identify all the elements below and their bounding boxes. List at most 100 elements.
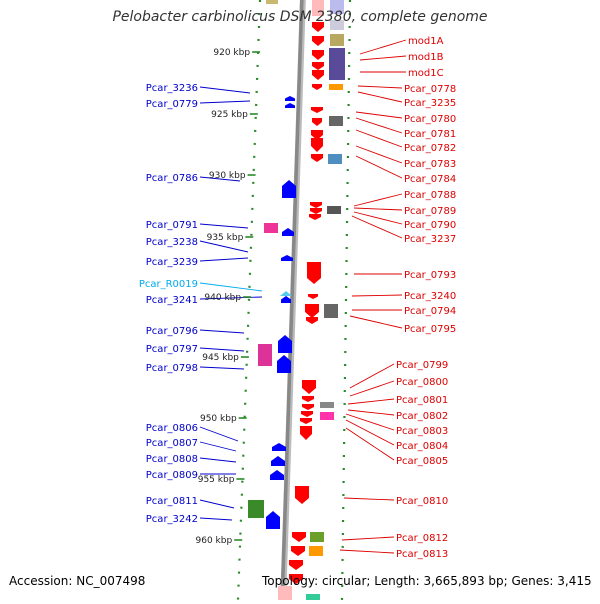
left-gene-label[interactable]: Pcar_3238 [146, 237, 198, 248]
left-gene-label[interactable]: Pcar_0791 [146, 220, 198, 231]
right-gene-label[interactable]: Pcar_0795 [404, 324, 456, 335]
right-gene-label[interactable]: Pcar_0799 [396, 360, 448, 371]
right-gene-label[interactable]: Pcar_0781 [404, 129, 456, 140]
left-gene-label[interactable]: Pcar_0796 [146, 326, 198, 337]
right-label-leader [351, 294, 403, 297]
right-label-leader [353, 193, 403, 207]
left-gene-label[interactable]: Pcar_3241 [146, 295, 198, 306]
forward-gene-arrow [271, 456, 285, 466]
right-label-leader [343, 497, 395, 501]
right-gene-label[interactable]: Pcar_0790 [404, 220, 456, 231]
reverse-gene-arrow [310, 208, 322, 214]
left-gene-label[interactable]: Pcar_0807 [146, 438, 198, 449]
left-label-leader [199, 366, 245, 370]
reverse-gene-arrow [307, 262, 321, 284]
scale-label: 960 kbp [196, 536, 233, 546]
right-gene-label[interactable]: Pcar_0813 [396, 549, 448, 560]
right-gene-label[interactable]: Pcar_3240 [404, 291, 456, 302]
right-gene-label[interactable]: mod1B [408, 52, 444, 63]
forward-gene-arrow [282, 180, 296, 198]
right-label-leader [357, 91, 403, 103]
right-label-leader [347, 398, 395, 405]
reverse-gene-arrow [292, 532, 306, 542]
forward-gene-arrow [272, 443, 286, 451]
right-label-leader [359, 55, 407, 61]
reverse-gene-arrow [311, 138, 323, 152]
right-gene-label[interactable]: Pcar_0784 [404, 174, 456, 185]
reverse-gene-arrow [306, 317, 318, 324]
gene-category-box [324, 304, 338, 318]
right-label-leader [345, 413, 395, 431]
right-gene-label[interactable]: Pcar_0778 [404, 84, 456, 95]
forward-gene-arrow [285, 96, 295, 101]
right-gene-label[interactable]: mod1A [408, 36, 444, 47]
left-gene-label[interactable]: Pcar_0779 [146, 99, 198, 110]
rna-gene-arrow [280, 291, 292, 296]
left-gene-label[interactable]: Pcar_3236 [146, 83, 198, 94]
left-gene-label[interactable]: Pcar_3239 [146, 257, 198, 268]
right-gene-label[interactable]: Pcar_0788 [404, 190, 456, 201]
right-gene-label[interactable]: Pcar_0783 [404, 159, 456, 170]
left-gene-label[interactable]: Pcar_0806 [146, 423, 198, 434]
right-gene-label[interactable]: Pcar_0789 [404, 206, 456, 217]
left-gene-label[interactable]: Pcar_0811 [146, 496, 198, 507]
reverse-gene-arrow [312, 118, 322, 126]
genome-summary: Topology: circular; Length: 3,665,893 bp… [262, 574, 592, 588]
left-label-leader [199, 347, 245, 352]
left-label-leader [199, 296, 263, 300]
right-gene-label[interactable]: Pcar_3235 [404, 98, 456, 109]
right-gene-label[interactable]: mod1C [408, 68, 444, 79]
right-label-leader [345, 427, 395, 461]
right-label-leader [353, 211, 403, 225]
gene-category-box [329, 84, 343, 90]
forward-gene-arrow [266, 511, 280, 529]
right-gene-label[interactable]: Pcar_0782 [404, 143, 456, 154]
reverse-gene-arrow [309, 214, 321, 220]
forward-gene-arrow [278, 335, 292, 353]
left-gene-label[interactable]: Pcar_3242 [146, 514, 198, 525]
left-gene-label[interactable]: Pcar_0809 [146, 470, 198, 481]
left-gene-label[interactable]: Pcar_0786 [146, 173, 198, 184]
reverse-gene-arrow [302, 404, 314, 410]
left-label-leader [199, 457, 237, 463]
right-gene-label[interactable]: Pcar_0793 [404, 270, 456, 281]
right-gene-label[interactable]: Pcar_0805 [396, 456, 448, 467]
right-label-leader [349, 363, 395, 389]
left-gene-label[interactable]: Pcar_0797 [146, 344, 198, 355]
right-gene-label[interactable]: Pcar_0812 [396, 533, 448, 544]
right-label-leader [341, 536, 395, 541]
right-gene-label[interactable]: Pcar_0802 [396, 411, 448, 422]
left-gene-label[interactable]: Pcar_0808 [146, 454, 198, 465]
right-gene-label[interactable]: Pcar_0800 [396, 377, 448, 388]
right-gene-label[interactable]: Pcar_0810 [396, 496, 448, 507]
reverse-gene-arrow [308, 294, 318, 299]
left-gene-label[interactable]: Pcar_R0019 [139, 279, 198, 290]
reverse-gene-arrow [301, 411, 313, 417]
gene-category-box [258, 344, 272, 366]
right-gene-label[interactable]: Pcar_3237 [404, 234, 456, 245]
reverse-gene-arrow [312, 0, 324, 16]
reverse-gene-arrow [312, 22, 324, 32]
right-gene-label[interactable]: Pcar_0804 [396, 441, 448, 452]
right-gene-label[interactable]: Pcar_0794 [404, 306, 456, 317]
right-gene-label[interactable]: Pcar_0780 [404, 114, 456, 125]
right-label-leader [349, 380, 395, 397]
scale-label: 950 kbp [200, 414, 237, 424]
gene-category-box [329, 116, 343, 126]
scale-label: 945 kbp [202, 353, 239, 363]
genome-backbone [280, 0, 304, 604]
scale-label: 920 kbp [213, 48, 250, 58]
left-gene-label[interactable]: Pcar_0798 [146, 363, 198, 374]
gene-category-box [306, 594, 320, 600]
left-label-leader [199, 517, 233, 521]
right-gene-label[interactable]: Pcar_0803 [396, 426, 448, 437]
reverse-gene-arrow [300, 418, 312, 424]
right-label-leader [353, 207, 403, 211]
right-gene-label[interactable]: Pcar_0801 [396, 395, 448, 406]
reverse-gene-arrow [295, 486, 309, 504]
reverse-gene-arrow [312, 36, 324, 46]
scale-label: 955 kbp [198, 475, 235, 485]
accession-label: Accession: NC_007498 [9, 574, 146, 588]
left-label-leader [199, 100, 251, 104]
